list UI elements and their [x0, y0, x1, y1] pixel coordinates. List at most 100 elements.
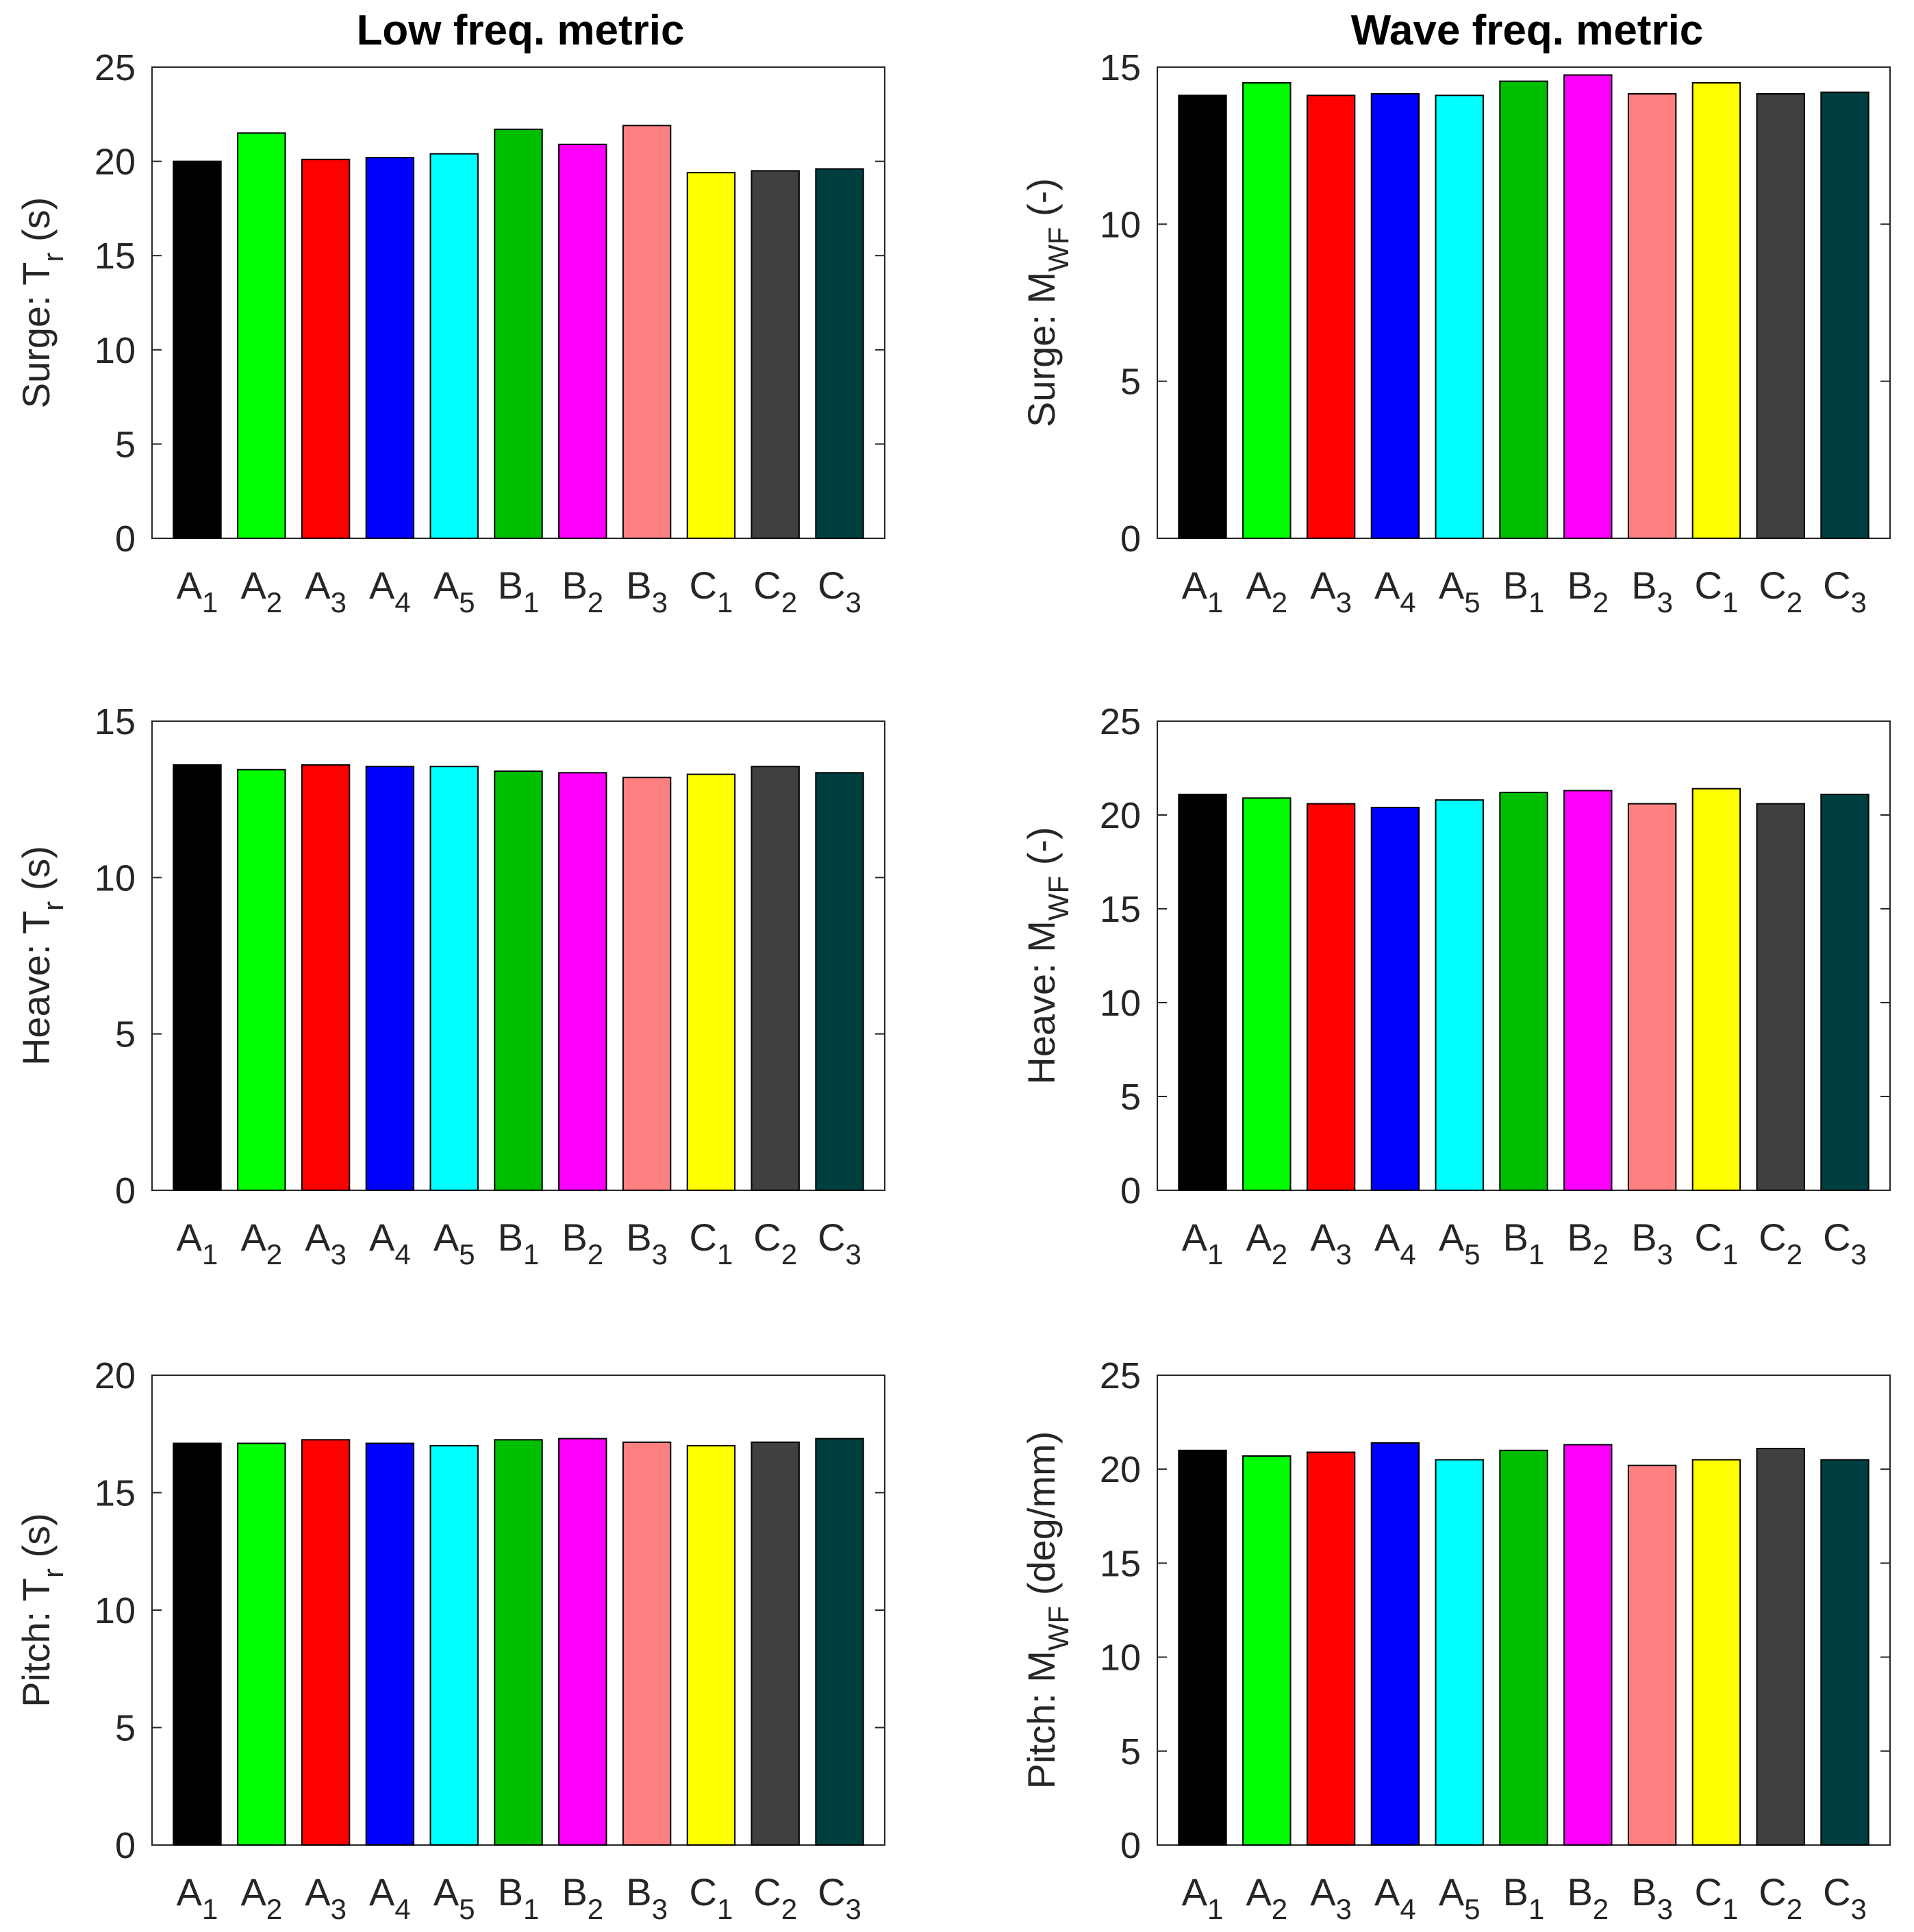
bar-B2: [1563, 1444, 1613, 1846]
bar-A1: [173, 1442, 222, 1846]
x-tick-label: B2: [562, 1216, 603, 1270]
bar-B3: [622, 1441, 672, 1846]
x-tick-label: B1: [498, 564, 540, 618]
bar-B1: [1499, 1449, 1548, 1846]
bar-C2: [751, 170, 800, 539]
bar-C2: [1756, 803, 1805, 1191]
y-tick-label: 5: [1120, 1731, 1141, 1772]
bar-A1: [1178, 1449, 1227, 1846]
x-tick-label: C2: [753, 1216, 797, 1270]
bar-A2: [237, 1442, 286, 1846]
y-tick-label: 15: [1100, 47, 1141, 88]
x-tick-label: A5: [433, 1216, 475, 1270]
x-tick-label: B3: [1631, 564, 1673, 618]
x-tick-label: A2: [240, 564, 282, 618]
bar-C2: [751, 1441, 800, 1846]
bar-C1: [1691, 81, 1741, 539]
y-tick-label: 15: [95, 1473, 136, 1514]
x-tick-label: A4: [1374, 1870, 1416, 1925]
y-tick-label: 25: [1100, 701, 1141, 742]
y-axis-label: Heave: Tr (s): [14, 846, 69, 1066]
x-tick-label: B1: [1503, 564, 1545, 618]
x-tick-label: C2: [1759, 1216, 1802, 1270]
column-title-wave-freq: Wave freq. metric: [1351, 7, 1704, 54]
x-tick-label: A3: [1310, 564, 1352, 618]
x-tick-label: A5: [1439, 564, 1481, 618]
y-tick-label: 5: [1120, 1077, 1141, 1118]
x-tick-label: C2: [1759, 1870, 1802, 1925]
x-tick-label: A5: [433, 1870, 475, 1925]
bar-C2: [1756, 1448, 1805, 1846]
x-tick-label: A4: [1374, 564, 1416, 618]
y-tick-label: 15: [95, 236, 136, 277]
y-tick-label: 25: [1100, 1355, 1141, 1396]
x-tick-label: B3: [626, 1870, 668, 1925]
bar-A1: [1178, 95, 1227, 540]
bar-A2: [1242, 797, 1292, 1192]
y-tick-label: 10: [95, 1590, 136, 1631]
subplot-1: A1 A2 A3 A4 A5 B1 B2 B3 C1 C2 C3 0 5 10 15 20 25 Surge: T…: [14, 47, 885, 618]
y-tick-label: 0: [115, 1825, 136, 1866]
y-tick-label: 5: [115, 424, 136, 465]
bar-C3: [1820, 1459, 1869, 1846]
y-tick-label: 15: [1100, 1543, 1141, 1584]
y-tick-label: 25: [95, 47, 136, 88]
x-tick-label: A2: [240, 1216, 282, 1270]
bar-C1: [686, 773, 736, 1191]
x-tick-label: A5: [433, 564, 475, 618]
x-tick-label: B2: [1567, 1216, 1609, 1270]
bar-C3: [815, 168, 864, 540]
x-tick-label: C1: [689, 1216, 733, 1270]
x-tick-label: A1: [177, 1216, 218, 1270]
bar-A4: [365, 1442, 415, 1846]
x-tick-label: A2: [1246, 564, 1287, 618]
bar-A4: [1370, 1442, 1420, 1846]
bar-A4: [1370, 93, 1420, 539]
x-tick-label: B3: [1631, 1216, 1673, 1270]
x-tick-label: C1: [1694, 1870, 1738, 1925]
y-tick-label: 20: [1100, 1449, 1141, 1490]
x-tick-label: A5: [1439, 1870, 1481, 1925]
x-tick-label: B2: [1567, 564, 1609, 618]
y-tick-label: 0: [115, 1170, 136, 1212]
bar-B3: [1627, 93, 1677, 539]
y-tick-label: 20: [95, 142, 136, 183]
x-tick-label: B2: [562, 1870, 603, 1925]
x-tick-label: C1: [689, 1870, 733, 1925]
bar-B3: [1627, 803, 1677, 1191]
y-tick-label: 10: [95, 330, 136, 371]
x-tick-label: B3: [1631, 1870, 1673, 1925]
subplot-4: A1 A2 A3 A4 A5 B1 B2 B3 C1 C2 C3 0 5 10 15 20 25 Heave: M…: [1020, 701, 1891, 1270]
bar-C3: [1820, 91, 1869, 539]
bar-C2: [751, 766, 800, 1191]
y-tick-label: 10: [1100, 1638, 1141, 1679]
bar-B3: [622, 125, 672, 540]
y-tick-label: 15: [1100, 889, 1141, 930]
y-axis-label: Heave: MWF (-): [1020, 827, 1074, 1084]
bar-A5: [1435, 95, 1484, 540]
x-tick-label: C1: [1694, 564, 1738, 618]
bar-B2: [558, 1438, 607, 1846]
y-tick-label: 0: [1120, 1170, 1141, 1212]
x-tick-label: B1: [1503, 1870, 1545, 1925]
y-tick-label: 15: [95, 701, 136, 742]
bar-C1: [1691, 1459, 1741, 1846]
x-tick-label: A4: [369, 1216, 411, 1270]
bar-A2: [1242, 81, 1292, 539]
bar-B3: [622, 777, 672, 1191]
y-axis-label: Pitch: MWF (deg/mm): [1020, 1431, 1074, 1790]
bar-C1: [686, 172, 736, 540]
column-title-low-freq: Low freq. metric: [357, 7, 685, 54]
bar-B1: [494, 770, 543, 1191]
y-tick-label: 10: [1100, 983, 1141, 1024]
x-tick-label: A1: [1182, 564, 1224, 618]
bar-A4: [365, 157, 415, 540]
bar-A4: [1370, 807, 1420, 1191]
x-tick-label: A1: [1182, 1216, 1224, 1270]
y-tick-label: 0: [1120, 1825, 1141, 1866]
y-tick-label: 0: [1120, 518, 1141, 560]
subplot-6: A1 A2 A3 A4 A5 B1 B2 B3 C1 C2 C3 0 5 10 15 20 25 Pitch: M…: [1020, 1355, 1891, 1925]
x-tick-label: C2: [753, 1870, 797, 1925]
bar-A5: [429, 153, 479, 540]
